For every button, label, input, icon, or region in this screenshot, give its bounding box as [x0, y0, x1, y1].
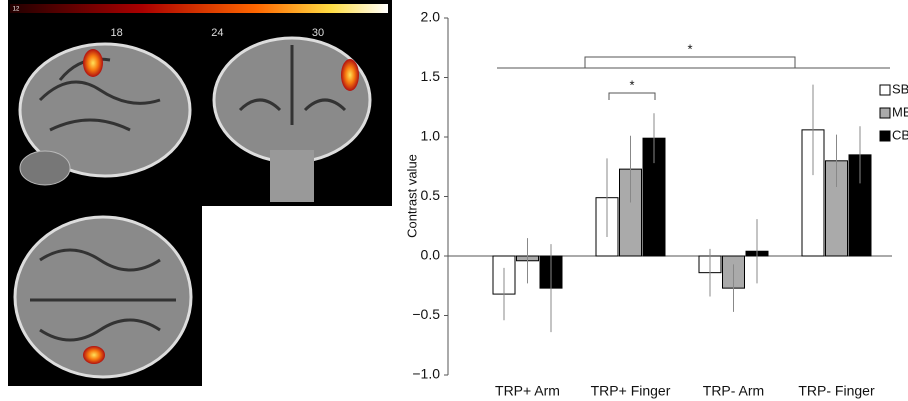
significance-star: * [629, 77, 634, 92]
significance-bracket [497, 56, 890, 69]
sulci [30, 248, 176, 342]
legend-label: SB [892, 81, 908, 96]
legend-swatch [879, 107, 891, 119]
sulci [38, 57, 161, 132]
sulci [238, 45, 347, 125]
y-tick-label: 1.0 [421, 128, 441, 144]
x-tick-label: TRP- Finger [798, 383, 875, 399]
y-tick-label: −1.0 [412, 366, 440, 382]
y-axis-label: Contrast value [404, 154, 419, 238]
significance-bracket [608, 92, 656, 100]
x-tick-label: TRP+ Finger [591, 383, 671, 399]
activation [83, 49, 103, 77]
colorbar-tick-label: 30 [312, 27, 324, 39]
axial-slice [13, 215, 193, 379]
legend-label: CB [892, 127, 908, 142]
y-tick-label: −0.5 [412, 306, 440, 322]
significance-star: * [687, 41, 692, 56]
cerebellum [19, 150, 71, 186]
brainstem [270, 150, 314, 202]
colorbar [10, 4, 388, 13]
x-tick-label: TRP+ Arm [495, 383, 560, 399]
colorbar-tick-label: 18 [111, 27, 123, 39]
y-tick-label: 0.0 [421, 247, 441, 263]
y-tick-label: 0.5 [421, 187, 441, 203]
y-tick-label: 2.0 [421, 9, 441, 25]
y-tick-label: 1.5 [421, 68, 441, 84]
colorbar-tick-label: 12 [13, 7, 20, 13]
legend-swatch [879, 84, 891, 96]
legend-swatch [879, 130, 891, 142]
colorbar-tick-label: 24 [211, 27, 223, 39]
x-tick-label: TRP- Arm [703, 383, 764, 399]
activation [341, 59, 359, 91]
activation [83, 346, 105, 364]
legend-label: MB [892, 104, 908, 119]
brain-panel [8, 0, 392, 386]
